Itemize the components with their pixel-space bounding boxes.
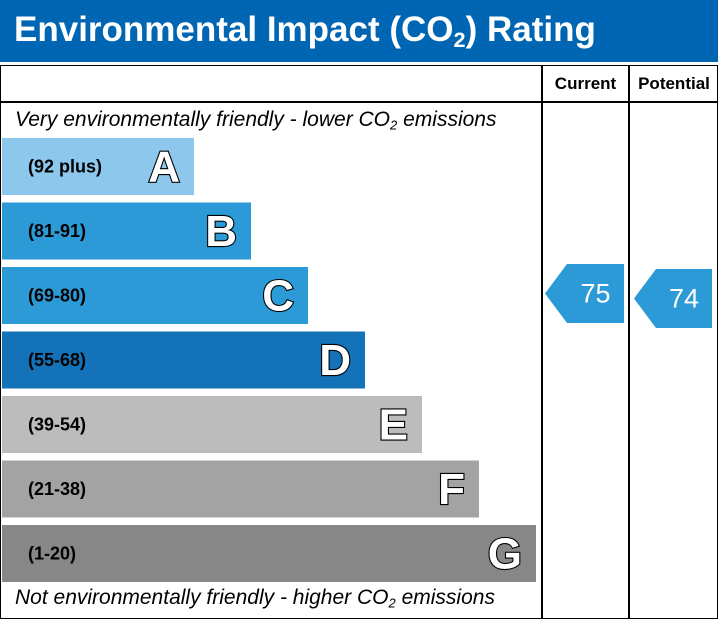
bottom-note-text-end: emissions bbox=[395, 586, 495, 609]
band-bar-a bbox=[2, 138, 194, 195]
band-bar-b bbox=[2, 202, 251, 260]
band-letter-g: G bbox=[488, 530, 522, 579]
band-range-f: (21-38) bbox=[28, 479, 86, 499]
bottom-note-text: Not environmentally friendly - higher CO bbox=[15, 586, 389, 609]
band-letter-a: A bbox=[148, 143, 180, 192]
band-range-c: (69-80) bbox=[28, 286, 86, 306]
potential-column-header: Potential bbox=[638, 74, 710, 93]
band-bar-f bbox=[2, 460, 479, 518]
top-note-subscript: 2 bbox=[390, 117, 398, 133]
band-bar-c bbox=[2, 267, 308, 324]
top-note-text-end: emissions bbox=[397, 108, 497, 131]
current-column-divider bbox=[541, 65, 543, 619]
band-range-d: (55-68) bbox=[28, 350, 86, 370]
bottom-note-subscript: 2 bbox=[388, 595, 396, 611]
band-range-a: (92 plus) bbox=[28, 157, 102, 177]
current-column-header: Current bbox=[554, 74, 617, 93]
band-bar-e bbox=[2, 396, 422, 453]
band-letter-f: F bbox=[438, 465, 465, 514]
band-letter-e: E bbox=[379, 401, 408, 450]
current-rating-value: 75 bbox=[580, 279, 610, 309]
title-subscript: 2 bbox=[453, 27, 466, 53]
band-range-e: (39-54) bbox=[28, 415, 86, 435]
potential-rating-value: 74 bbox=[669, 284, 699, 314]
band-range-g: (1-20) bbox=[28, 544, 76, 564]
title-text: Environmental Impact (CO bbox=[14, 10, 454, 49]
header-row-divider bbox=[0, 101, 718, 103]
top-note: Very environmentally friendly - lower CO… bbox=[15, 108, 496, 132]
band-range-b: (81-91) bbox=[28, 221, 86, 241]
current-rating-arrow bbox=[545, 264, 624, 323]
band-bar-g bbox=[2, 525, 536, 582]
potential-column-divider bbox=[628, 65, 630, 619]
band-letter-b: B bbox=[205, 207, 237, 256]
band-bar-d bbox=[2, 331, 365, 389]
title-text-end: ) Rating bbox=[465, 10, 596, 49]
page-title: Environmental Impact (CO2) Rating bbox=[14, 8, 596, 52]
bottom-note: Not environmentally friendly - higher CO… bbox=[15, 586, 495, 610]
band-letter-c: C bbox=[262, 272, 294, 321]
potential-rating-arrow bbox=[634, 269, 712, 328]
top-note-text: Very environmentally friendly - lower CO bbox=[15, 108, 391, 131]
band-letter-d: D bbox=[319, 336, 351, 385]
header-bar: Environmental Impact (CO2) Rating bbox=[0, 0, 718, 62]
